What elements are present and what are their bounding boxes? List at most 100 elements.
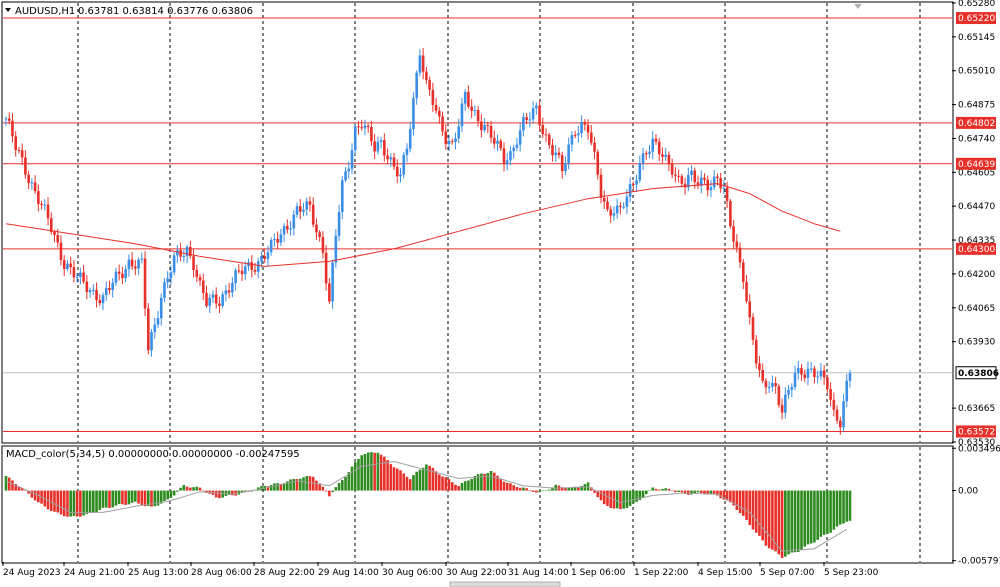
- candle-body: [460, 103, 464, 127]
- candle-body: [489, 125, 493, 138]
- price-tick-label: 0.65145: [958, 33, 995, 43]
- macd-panel-frame: [1, 445, 954, 564]
- candle-body: [185, 246, 189, 257]
- candle-body: [46, 204, 50, 219]
- macd-bar: [104, 490, 108, 508]
- candle-body: [777, 386, 781, 405]
- candle-body: [664, 154, 667, 157]
- macd-bar: [95, 490, 98, 513]
- macd-bar: [379, 454, 383, 491]
- candle-body: [208, 297, 212, 306]
- macd-bar: [273, 483, 276, 491]
- time-tick-label: 5 Sep 07:00: [760, 568, 815, 578]
- macd-bar: [392, 467, 396, 491]
- chart-shift-icon[interactable]: [854, 4, 862, 9]
- macd-histogram: [4, 452, 852, 558]
- candle-body: [586, 124, 590, 133]
- macd-bar: [602, 490, 606, 505]
- macd-bar: [703, 490, 706, 495]
- macd-bar: [98, 490, 102, 510]
- candle-body: [551, 145, 554, 156]
- macd-bar: [463, 481, 467, 491]
- macd-bar: [609, 490, 613, 508]
- candle-body: [758, 363, 761, 370]
- candle-body: [53, 231, 56, 236]
- candle-body: [182, 256, 186, 258]
- macd-bar: [350, 466, 354, 491]
- candle-body: [37, 191, 40, 204]
- macd-bar: [434, 471, 438, 491]
- candle-body: [153, 324, 157, 333]
- candle-body: [434, 104, 438, 111]
- macd-bar: [651, 487, 655, 491]
- candle-body: [176, 250, 179, 256]
- macd-bar: [848, 490, 852, 521]
- candle-body: [240, 270, 244, 275]
- time-tick-label: 28 Aug 22:00: [254, 568, 315, 578]
- candle-body: [17, 150, 21, 152]
- candle-body: [66, 263, 69, 269]
- candle-body: [146, 308, 150, 351]
- candle-body: [415, 72, 418, 99]
- macd-bar: [606, 490, 609, 506]
- macd-bar: [460, 482, 464, 491]
- candle-body: [822, 370, 826, 378]
- candle-body: [496, 140, 499, 144]
- macd-bar: [383, 456, 386, 491]
- candle-body: [279, 234, 283, 243]
- macd-bar: [845, 490, 849, 522]
- macd-bar: [716, 490, 719, 496]
- macd-bar: [661, 488, 664, 491]
- candle-body: [111, 282, 115, 290]
- candle-body: [376, 141, 380, 152]
- macd-bar: [408, 479, 412, 491]
- candle-body: [796, 367, 800, 373]
- macd-bar: [777, 490, 781, 555]
- macd-bar: [564, 488, 567, 491]
- macd-bar: [192, 487, 195, 491]
- candle-body: [476, 110, 480, 122]
- triangle-down-icon[interactable]: [5, 8, 11, 12]
- macd-bar: [790, 490, 794, 553]
- candle-body: [470, 106, 473, 111]
- macd-bar: [82, 490, 85, 516]
- macd-bar: [14, 483, 18, 491]
- macd-bar: [528, 490, 532, 491]
- candle-body: [198, 277, 202, 281]
- macd-bar: [444, 477, 448, 491]
- price-tick-label: 0.64740: [958, 134, 995, 144]
- macd-bar: [30, 490, 34, 498]
- macd-bar: [166, 490, 169, 500]
- macd-bar: [279, 483, 283, 491]
- price-tick-label: 0.63665: [958, 404, 995, 414]
- horizontal-scrollbar[interactable]: [449, 581, 561, 587]
- candle-body: [842, 401, 845, 428]
- candle-body: [473, 110, 477, 112]
- time-tick-label: 30 Aug 22:00: [446, 568, 507, 578]
- candle-body: [454, 138, 457, 142]
- macd-bar: [722, 490, 726, 500]
- macd-bar: [719, 490, 722, 499]
- macd-bar: [201, 490, 205, 492]
- symbol-header[interactable]: AUDUSD,H1 0.63781 0.63814 0.63776 0.6380…: [5, 6, 253, 17]
- macd-bar: [593, 490, 596, 493]
- candle-body: [615, 205, 619, 214]
- macd-bar: [505, 482, 509, 491]
- candle-body: [619, 205, 622, 207]
- candle-body: [463, 91, 467, 104]
- candle-body: [599, 174, 603, 198]
- price-tick-label: 0.64605: [958, 168, 995, 178]
- candle-body: [341, 180, 344, 212]
- macd-bar: [761, 490, 764, 541]
- macd-bar: [176, 490, 179, 492]
- macd-bar: [85, 490, 89, 514]
- candle-body: [690, 170, 693, 176]
- candle-body: [573, 135, 577, 137]
- macd-bar: [573, 486, 577, 491]
- vertical-grid: [77, 3, 921, 562]
- candle-body: [848, 373, 852, 381]
- candle-body: [612, 213, 616, 216]
- candle-body: [24, 157, 27, 175]
- macd-bar: [680, 490, 684, 493]
